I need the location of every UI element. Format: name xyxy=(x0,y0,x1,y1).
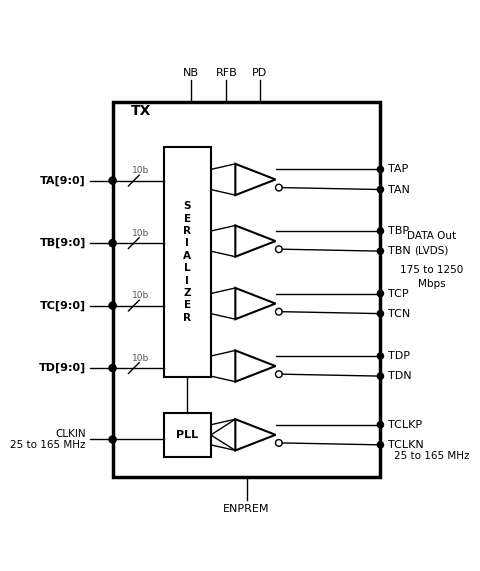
Circle shape xyxy=(377,186,384,192)
Bar xyxy=(164,413,211,457)
Circle shape xyxy=(109,302,116,309)
Text: ENPREM: ENPREM xyxy=(223,504,270,514)
Text: TBP: TBP xyxy=(388,226,409,236)
Text: 10b: 10b xyxy=(132,353,149,363)
Circle shape xyxy=(109,364,116,372)
Circle shape xyxy=(377,373,384,379)
Bar xyxy=(113,102,381,477)
Text: TCN: TCN xyxy=(388,308,411,319)
Text: TBN: TBN xyxy=(388,246,411,256)
Text: TC[9:0]: TC[9:0] xyxy=(40,300,86,311)
Text: DATA Out
(LVDS): DATA Out (LVDS) xyxy=(407,231,456,255)
Circle shape xyxy=(377,248,384,254)
Text: RFB: RFB xyxy=(216,68,237,78)
Text: 25 to 165 MHz: 25 to 165 MHz xyxy=(394,451,469,461)
Circle shape xyxy=(377,442,384,448)
Text: TA[9:0]: TA[9:0] xyxy=(40,175,86,186)
Text: TCP: TCP xyxy=(388,288,409,299)
Text: CLKIN
25 to 165 MHz: CLKIN 25 to 165 MHz xyxy=(10,429,86,451)
Circle shape xyxy=(377,311,384,317)
Text: TD[9:0]: TD[9:0] xyxy=(38,363,86,373)
Circle shape xyxy=(377,421,384,428)
Circle shape xyxy=(377,291,384,297)
Text: TB[9:0]: TB[9:0] xyxy=(39,238,86,248)
Circle shape xyxy=(109,177,116,184)
Text: 175 to 1250
Mbps: 175 to 1250 Mbps xyxy=(400,264,463,288)
Text: TAP: TAP xyxy=(388,164,408,175)
Text: PLL: PLL xyxy=(176,430,198,440)
Text: TCLKN: TCLKN xyxy=(388,440,424,450)
Text: S
E
R
I
A
L
I
Z
E
R: S E R I A L I Z E R xyxy=(183,201,192,323)
Text: PD: PD xyxy=(252,68,267,78)
Text: 10b: 10b xyxy=(132,291,149,300)
Circle shape xyxy=(377,228,384,234)
Text: TCLKP: TCLKP xyxy=(388,420,422,430)
Circle shape xyxy=(109,436,116,443)
Text: 10b: 10b xyxy=(132,229,149,238)
Text: 10b: 10b xyxy=(132,166,149,175)
Text: TDP: TDP xyxy=(388,351,410,361)
Text: TX: TX xyxy=(131,104,151,118)
Circle shape xyxy=(377,353,384,359)
Circle shape xyxy=(377,166,384,172)
Circle shape xyxy=(109,239,116,247)
Bar xyxy=(164,147,211,377)
Text: TDN: TDN xyxy=(388,371,412,381)
Text: NB: NB xyxy=(183,68,199,78)
Text: TAN: TAN xyxy=(388,184,410,195)
